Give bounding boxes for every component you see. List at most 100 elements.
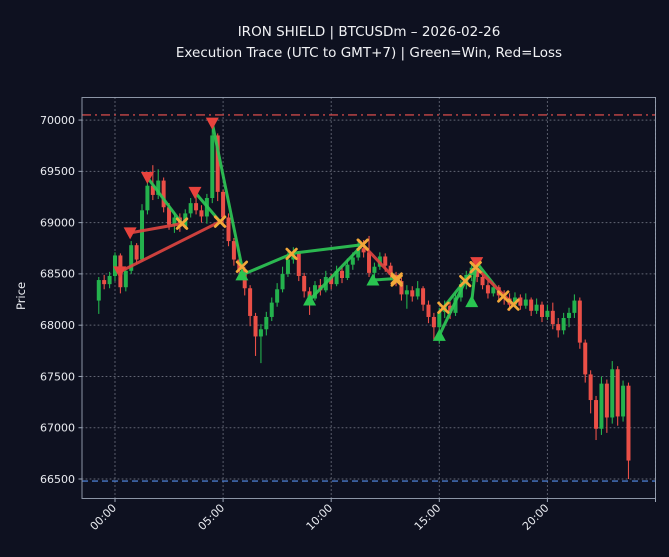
candle-body xyxy=(275,289,280,303)
candle-body xyxy=(529,299,534,311)
sell-entry-marker xyxy=(205,117,219,130)
candle-body xyxy=(145,185,150,211)
y-tick-label: 69500 xyxy=(40,165,75,178)
candle-body xyxy=(296,253,301,276)
candle-body xyxy=(399,281,404,295)
candle-body xyxy=(383,256,388,266)
candle-body xyxy=(523,299,528,306)
candle-body xyxy=(156,180,161,195)
trade-line-win xyxy=(240,252,294,277)
candle-body xyxy=(215,135,220,192)
candle-body xyxy=(199,210,204,217)
x-stroke xyxy=(507,298,520,311)
candle-body xyxy=(475,267,480,277)
candle-body xyxy=(577,300,582,343)
candle-body xyxy=(545,310,550,317)
candle-body xyxy=(221,191,226,218)
candle-body xyxy=(539,304,544,317)
buy-entry-marker xyxy=(303,293,317,306)
trade-exit-marker xyxy=(213,215,227,228)
trade-line-win xyxy=(470,265,478,304)
grid-lines xyxy=(81,97,656,499)
x-stroke xyxy=(390,274,403,287)
trade-exit-marker xyxy=(390,274,403,287)
candle-body xyxy=(302,275,307,292)
x-stroke xyxy=(497,290,510,303)
axis-ticks xyxy=(78,119,656,502)
candle-body xyxy=(621,385,626,417)
y-tick-label: 70000 xyxy=(40,114,75,127)
candle-body xyxy=(350,257,355,265)
candle-body xyxy=(518,297,523,306)
trade-lines xyxy=(118,121,515,337)
candle-body xyxy=(561,317,566,331)
candle-body xyxy=(361,248,366,253)
trade-line-win xyxy=(437,279,467,337)
candle-body xyxy=(172,217,177,225)
chart-title: IRON SHIELD | BTCUSDm – 2026-02-26 xyxy=(237,24,501,40)
candle-body xyxy=(102,280,107,285)
candle-body xyxy=(556,324,561,331)
candle-body xyxy=(583,342,588,375)
candle-body xyxy=(480,276,485,286)
trade-exit-marker xyxy=(459,274,472,288)
candle-body xyxy=(550,310,555,325)
candle-body xyxy=(588,374,593,401)
candle-body xyxy=(188,203,193,214)
candle-body xyxy=(112,255,117,276)
x-tick-label: 10:00 xyxy=(304,501,336,533)
candle-body xyxy=(453,297,458,313)
y-tick-label: 68500 xyxy=(40,268,75,281)
candle-body xyxy=(594,400,599,429)
candles xyxy=(96,128,631,480)
candle-body xyxy=(448,305,453,313)
candle-body xyxy=(604,383,609,418)
x-tick-label: 05:00 xyxy=(196,501,228,533)
candle-body xyxy=(253,315,258,337)
x-stroke xyxy=(356,238,369,251)
candle-body xyxy=(388,265,393,275)
trade-exit-marker xyxy=(356,238,369,251)
candle-body xyxy=(258,329,263,337)
x-stroke xyxy=(469,261,482,274)
trade-line-win xyxy=(290,243,365,255)
candle-body xyxy=(134,245,139,260)
x-tick-label: 00:00 xyxy=(88,501,120,533)
candle-body xyxy=(345,264,350,279)
sell-entry-marker xyxy=(123,227,137,240)
candle-body xyxy=(372,266,377,273)
candle-body xyxy=(280,273,285,290)
candle-body xyxy=(150,185,155,195)
trade-line-loss xyxy=(118,220,222,274)
trade-exit-marker xyxy=(235,260,249,273)
candle-body xyxy=(491,287,496,294)
candle-body xyxy=(210,135,215,199)
trade-line-win xyxy=(371,277,399,282)
y-tick-labels: 66500 67000 67500 68000 68500 69000 69500 70000 xyxy=(40,114,75,486)
axes-spines xyxy=(81,97,656,499)
candle-body xyxy=(140,210,145,260)
candle-body xyxy=(129,245,134,271)
candle-body xyxy=(367,252,372,273)
candle-body xyxy=(426,304,431,317)
candle-body xyxy=(610,369,615,418)
candle-body xyxy=(96,280,101,301)
candle-body xyxy=(312,285,317,299)
trade-line-loss xyxy=(128,222,184,235)
y-tick-label: 66500 xyxy=(40,473,75,486)
chart-subtitle: Execution Trace (UTC to GMT+7) | Green=W… xyxy=(175,45,563,61)
candle-body xyxy=(340,270,345,279)
candle-body xyxy=(615,369,620,417)
candle-body xyxy=(485,285,490,294)
candle-body xyxy=(410,290,415,297)
buy-entry-marker xyxy=(432,328,446,341)
candle-body xyxy=(285,259,290,274)
candle-body xyxy=(599,383,604,429)
entry-x-marker xyxy=(437,301,450,314)
x-stroke xyxy=(175,217,189,230)
trade-exit-marker xyxy=(285,247,298,261)
candle-body xyxy=(431,316,436,328)
candle-body xyxy=(567,312,572,318)
